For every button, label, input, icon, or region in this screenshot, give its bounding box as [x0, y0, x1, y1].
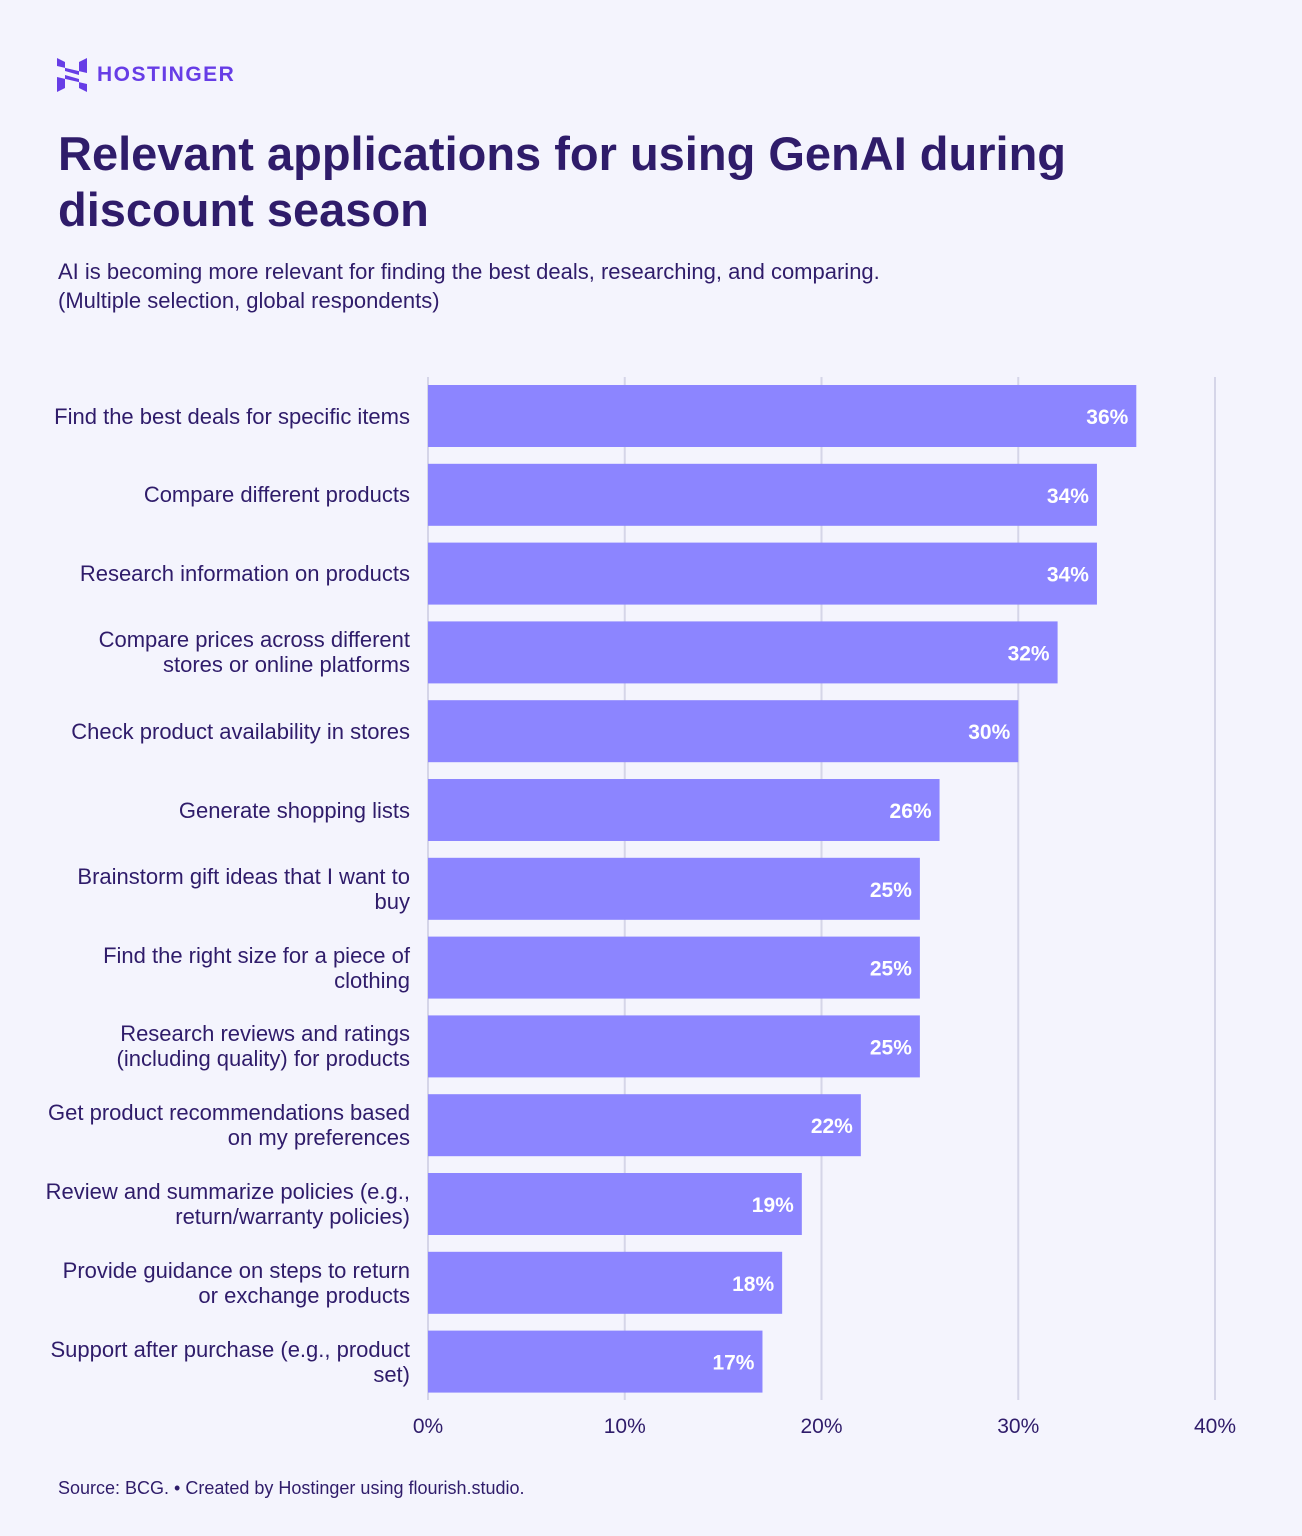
category-label-text: Review and summarize policies (e.g., ret… [45, 1179, 410, 1229]
category-label: Get product recommendations based on my … [40, 1094, 410, 1156]
data-label: 32% [1008, 642, 1050, 665]
data-label: 22% [811, 1115, 853, 1138]
data-label: 26% [890, 800, 932, 823]
category-label: Review and summarize policies (e.g., ret… [40, 1173, 410, 1235]
data-label: 17% [712, 1352, 754, 1375]
category-label-text: Support after purchase (e.g., product se… [50, 1336, 410, 1387]
category-label-text: Get product recommendations based on my … [48, 1100, 410, 1151]
data-label: 19% [752, 1194, 794, 1217]
data-label: 34% [1047, 485, 1089, 508]
hostinger-logo: HOSTINGER [57, 58, 235, 92]
category-label-text: Provide guidance on steps to return or e… [62, 1257, 410, 1308]
bar [428, 1251, 783, 1314]
data-label: 30% [968, 721, 1010, 744]
x-tick-label: 20% [800, 1415, 842, 1438]
bar [428, 936, 920, 999]
bar [428, 857, 920, 920]
hostinger-logo-icon [57, 58, 87, 92]
category-label-text: Compare different products [143, 482, 410, 508]
bar [428, 463, 1097, 526]
category-label: Find the best deals for specific items [40, 385, 410, 447]
bar [428, 542, 1097, 605]
bar [428, 1094, 861, 1157]
data-label: 18% [732, 1273, 774, 1296]
bar [428, 621, 1058, 684]
category-label-text: Compare prices across different stores o… [98, 627, 410, 678]
category-label: Find the right size for a piece of cloth… [40, 937, 410, 999]
chart-subtitle: AI is becoming more relevant for finding… [58, 257, 1208, 315]
data-label: 25% [870, 879, 912, 902]
data-label: 25% [870, 958, 912, 981]
category-label: Provide guidance on steps to return or e… [40, 1252, 410, 1314]
x-tick-label: 40% [1194, 1415, 1236, 1438]
bar [428, 1330, 763, 1393]
bar [428, 1173, 802, 1235]
category-label-text: Brainstorm gift ideas that I want to buy [77, 863, 410, 914]
category-label-text: Generate shopping lists [178, 797, 410, 823]
chart-title: Relevant applications for using GenAI du… [58, 127, 1066, 236]
category-label-text: Research information on products [79, 561, 410, 587]
category-label-text: Find the best deals for specific items [54, 403, 410, 429]
category-label: Brainstorm gift ideas that I want to buy [40, 858, 410, 920]
x-tick-label: 10% [604, 1415, 646, 1438]
brand-name: HOSTINGER [97, 63, 236, 86]
category-label: Research information on products [40, 543, 410, 605]
category-label: Check product availability in stores [40, 700, 410, 762]
category-label: Compare prices across different stores o… [40, 621, 410, 683]
category-label-text: Check product availability in stores [71, 718, 410, 744]
category-label: Generate shopping lists [40, 779, 410, 841]
subtitle-line: AI is becoming more relevant for finding… [58, 259, 880, 284]
x-tick-label: 30% [997, 1415, 1039, 1438]
data-label: 25% [870, 1036, 912, 1059]
bar [428, 700, 1019, 763]
data-label: 36% [1086, 406, 1128, 429]
x-tick-label: 0% [413, 1415, 443, 1438]
data-label: 34% [1047, 564, 1089, 587]
category-label-text: Find the right size for a piece of cloth… [103, 942, 410, 993]
subtitle-line: (Multiple selection, global respondents) [58, 288, 440, 313]
category-label: Compare different products [40, 464, 410, 526]
category-label: Research reviews and ratings (including … [40, 1015, 410, 1077]
bar [428, 385, 1137, 447]
bar [428, 1015, 920, 1078]
bar [428, 779, 940, 841]
source-note: Source: BCG. • Created by Hostinger usin… [58, 1478, 525, 1498]
category-label-text: Research reviews and ratings (including … [116, 1021, 410, 1072]
category-label: Support after purchase (e.g., product se… [40, 1331, 410, 1393]
